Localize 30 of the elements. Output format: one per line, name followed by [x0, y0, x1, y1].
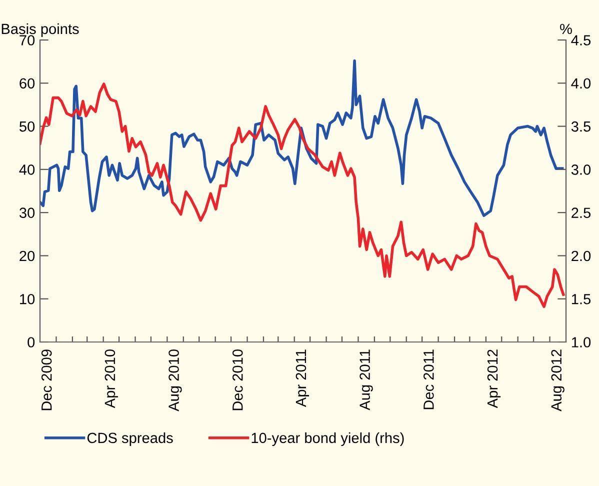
y-tick-label: 40: [19, 164, 35, 175]
y2-tick-label: 2.5: [572, 208, 591, 218]
y2-tick-label: 4.0: [571, 78, 591, 89]
y-tick-label: 20: [20, 250, 35, 262]
line-series: [40, 82, 565, 308]
line-series: [40, 59, 564, 217]
y2-tick-label: 3.5: [571, 121, 591, 132]
y2-tick-label: 4.5: [571, 35, 591, 46]
legend-label: 10-year bond yield (rhs): [252, 432, 404, 446]
x-tick-label: Dec 2010: [232, 350, 243, 410]
y-tick-label: 10: [20, 294, 35, 304]
x-tick-label: Dec 2009: [41, 350, 52, 410]
x-tick-label: Aug 2010: [168, 350, 182, 412]
y2-tick-label: 3.0: [571, 164, 591, 175]
x-tick-label: Aug 2012: [551, 350, 564, 412]
y-tick-label: 0: [28, 337, 35, 348]
x-tick-label: Apr 2011: [296, 350, 310, 408]
y-tick-label: 30: [19, 208, 35, 218]
x-tick-label: Apr 2012: [487, 350, 501, 408]
y-tick-label: 50: [20, 121, 35, 132]
legend-label: CDS spreads: [87, 432, 173, 446]
x-tick-label: Dec 2011: [424, 350, 434, 410]
y-tick-label: 70: [20, 35, 35, 46]
x-tick-label: Apr 2010: [104, 350, 118, 408]
y2-tick-label: 1.0: [572, 337, 591, 348]
x-tick-label: Aug 2011: [360, 350, 373, 410]
y2-tick-label: 1.5: [572, 294, 591, 304]
y2-axis-title: %: [560, 24, 572, 34]
y2-tick-label: 2.0: [572, 250, 591, 262]
y-tick-label: 60: [20, 78, 35, 89]
